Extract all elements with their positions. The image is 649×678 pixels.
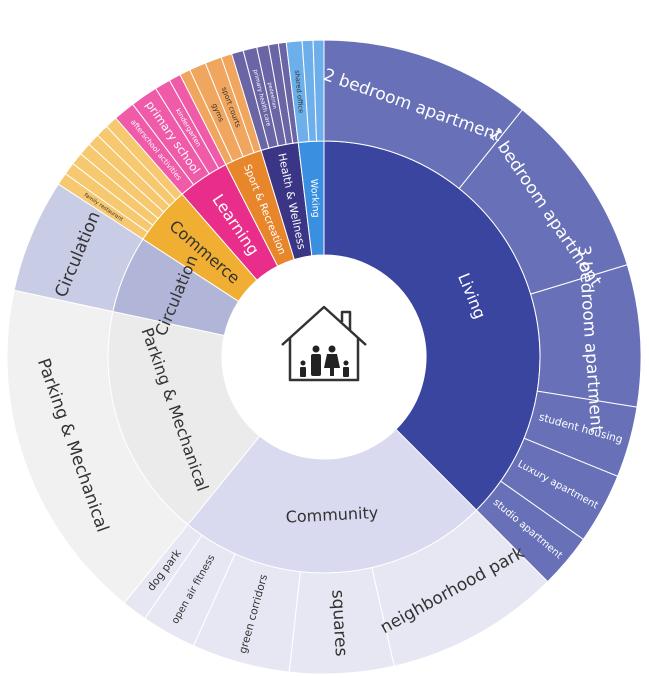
person-head — [312, 345, 320, 353]
segment-label: squares — [327, 589, 351, 657]
person-body — [343, 367, 349, 377]
person-body — [300, 367, 306, 377]
segment-label: pedestrian — [266, 82, 277, 109]
rings — [6, 39, 642, 675]
person-body — [324, 354, 340, 376]
roof — [281, 305, 367, 346]
segment-label: Community — [285, 503, 378, 527]
person-head — [343, 360, 349, 366]
person-head — [300, 360, 306, 366]
person-body — [311, 354, 321, 376]
center-hole — [222, 255, 426, 459]
chimney — [340, 310, 352, 330]
outer-segment — [312, 39, 325, 142]
segment-label: Working — [308, 179, 321, 218]
person-head — [328, 345, 336, 353]
walls — [288, 338, 360, 382]
house-icon — [281, 305, 367, 382]
family-icon — [300, 345, 349, 377]
